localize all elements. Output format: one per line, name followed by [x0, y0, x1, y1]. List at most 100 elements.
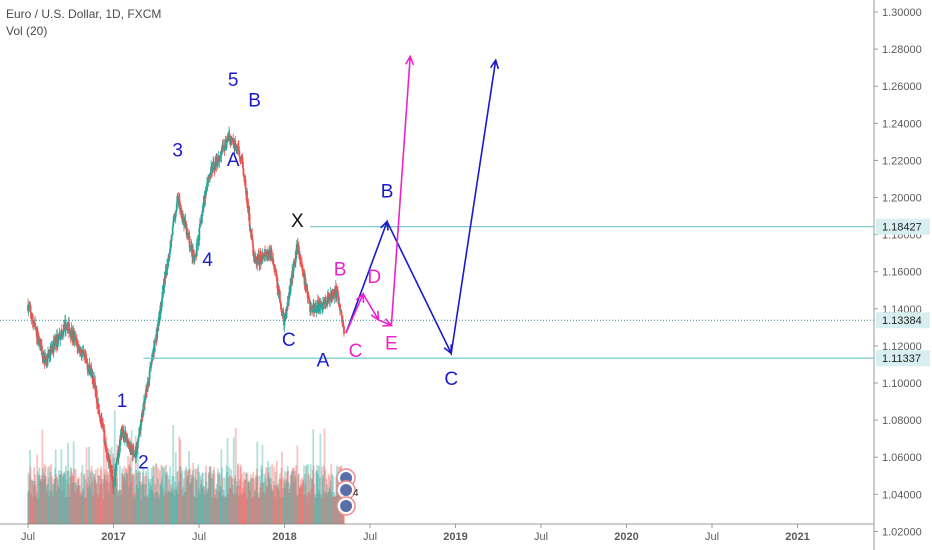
candle-body: [193, 257, 196, 262]
candle-body: [65, 327, 67, 330]
volume-bar: [254, 490, 257, 524]
candle-body: [244, 178, 246, 180]
candle-body: [277, 286, 280, 294]
candle-body: [96, 403, 99, 406]
volume-bar: [36, 472, 39, 524]
volume-bar: [179, 439, 182, 524]
volume-bar: [217, 491, 220, 524]
candle-body: [85, 355, 87, 361]
candle-body: [224, 147, 226, 151]
candle-body: [249, 226, 252, 232]
volume-bar: [335, 465, 338, 524]
candle-body: [99, 416, 102, 421]
candle-body: [83, 352, 85, 355]
volume-bar: [310, 488, 313, 524]
volume-bar: [175, 486, 178, 524]
volume-bar: [48, 465, 51, 524]
volume-bar: [244, 479, 246, 524]
blue-projection-path[interactable]: [345, 60, 497, 356]
volume-bar: [212, 474, 215, 524]
candle-body: [73, 335, 76, 342]
volume-indicator-label[interactable]: Vol (20): [6, 24, 48, 38]
volume-bar: [88, 446, 90, 524]
volume-bar: [212, 470, 215, 524]
event-marker[interactable]: [336, 496, 356, 516]
candle-body: [92, 376, 95, 384]
volume-bar: [210, 477, 213, 524]
volume-bar: [65, 479, 68, 524]
candle-body: [198, 224, 201, 228]
magenta-projection-path[interactable]: [345, 56, 411, 334]
volume-bar: [270, 488, 273, 524]
volume-bar: [269, 466, 272, 524]
candle-body: [320, 303, 323, 305]
volume-bar: [69, 468, 72, 524]
candle-body: [280, 308, 283, 312]
volume-bar: [320, 498, 323, 524]
candle-body: [288, 292, 291, 300]
candle-body: [76, 344, 79, 348]
volume-bar: [30, 493, 32, 524]
candle-body: [238, 156, 241, 158]
candle-body: [244, 179, 247, 189]
volume-bar: [60, 473, 63, 524]
volume-bar: [38, 467, 41, 524]
volume-bar: [53, 478, 56, 524]
price-axis[interactable]: [874, 0, 932, 550]
volume-bar: [313, 483, 316, 524]
volume-bar: [51, 476, 54, 524]
volume-bar: [52, 483, 55, 524]
volume-bar: [262, 482, 264, 524]
symbol-title[interactable]: Euro / U.S. Dollar, 1D, FXCM: [6, 7, 162, 21]
candle-body: [199, 221, 202, 225]
candle-body: [124, 432, 126, 440]
volume-bar: [34, 485, 37, 524]
candle-body: [192, 249, 195, 257]
volume-bar: [273, 466, 276, 524]
volume-bar: [98, 475, 101, 524]
volume-bar: [234, 475, 237, 524]
volume-bar: [296, 445, 299, 524]
candle-body: [223, 145, 225, 149]
volume-bar: [157, 498, 160, 524]
volume-bar: [277, 489, 280, 524]
volume-bar: [90, 465, 93, 524]
candle-body: [170, 240, 173, 242]
candle-body: [335, 291, 338, 298]
candle-body: [275, 276, 278, 278]
candle-body: [286, 302, 289, 309]
volume-bar: [71, 482, 74, 524]
candle-body: [230, 137, 233, 145]
volume-bar: [66, 497, 68, 524]
volume-bar: [233, 478, 236, 524]
candle-body: [77, 344, 80, 346]
volume-bar: [186, 475, 189, 524]
volume-bar: [152, 492, 155, 524]
candle-body: [75, 339, 78, 344]
volume-bar: [78, 485, 81, 524]
volume-bar: [328, 487, 331, 524]
volume-bar: [246, 497, 248, 524]
time-axis[interactable]: [0, 524, 932, 550]
volume-bar: [143, 476, 146, 524]
volume-bar: [181, 488, 183, 524]
volume-bar: [306, 496, 308, 524]
candle-body: [48, 349, 51, 358]
volume-bar: [67, 470, 70, 524]
current-price-tag: 1.13384: [876, 312, 930, 329]
candle-body: [122, 426, 124, 432]
volume-bar: [240, 493, 243, 524]
volume-bar: [272, 491, 275, 524]
volume-bar: [314, 497, 317, 524]
volume-bar: [114, 463, 117, 524]
volume-bar: [73, 468, 76, 524]
volume-bar: [127, 487, 130, 524]
volume-bar: [45, 475, 47, 524]
volume-bar: [123, 476, 125, 524]
volume-bar: [105, 435, 108, 524]
volume-bar: [68, 496, 71, 524]
volume-bar: [46, 491, 48, 524]
candle-body: [272, 258, 275, 265]
volume-bar: [163, 466, 166, 524]
